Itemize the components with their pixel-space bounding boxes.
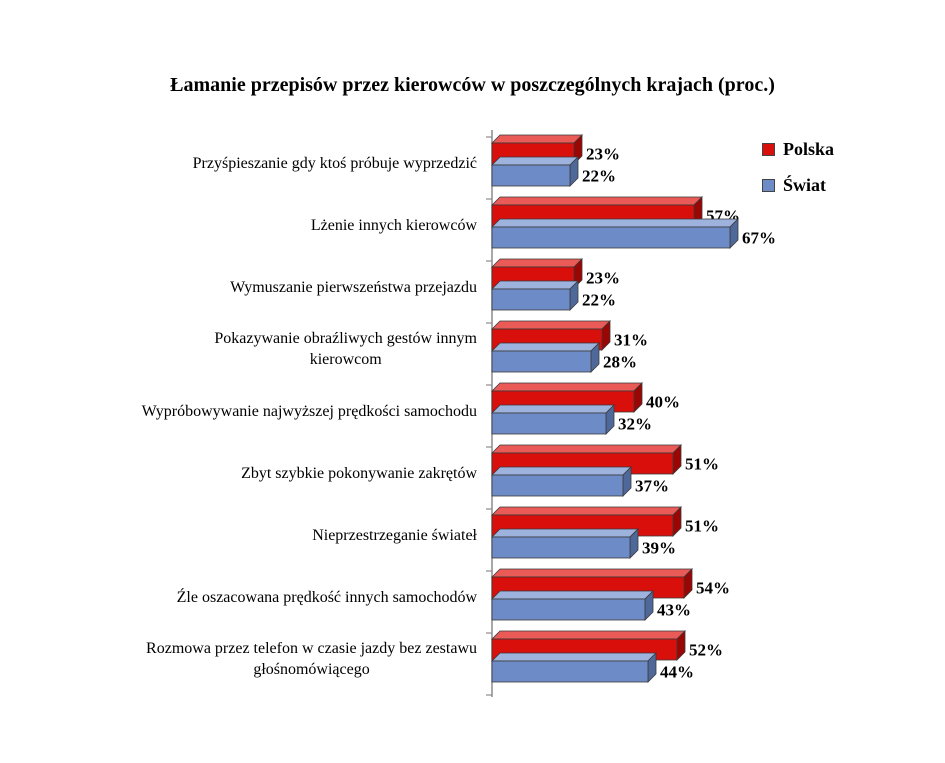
value-label: 40% <box>646 393 680 412</box>
chart-title: Łamanie przepisów przez kierowców w posz… <box>170 74 775 96</box>
value-label: 44% <box>660 663 694 682</box>
value-label: 39% <box>642 539 676 558</box>
category-label: Zbyt szybkie pokonywanie zakrętów <box>241 464 477 482</box>
bar-front-face <box>491 474 624 497</box>
legend-item-swiat: Świat <box>762 175 834 196</box>
value-label: 67% <box>742 229 776 248</box>
bar-front-face <box>491 412 607 435</box>
legend-item-polska: Polska <box>762 139 834 160</box>
value-label: 52% <box>689 641 723 660</box>
value-label: 22% <box>582 167 616 186</box>
bar-top-face <box>491 342 600 352</box>
category-label: Przyśpieszanie gdy ktoś próbuje wyprzedz… <box>192 154 477 172</box>
legend-swatch-swiat-icon <box>762 179 775 192</box>
bar-swiat-4: 28% <box>491 342 637 373</box>
bar-swiat-9: 44% <box>491 652 694 683</box>
legend-label-swiat: Świat <box>783 175 827 195</box>
bar-top-face <box>491 134 583 144</box>
value-label: 31% <box>614 331 648 350</box>
bar-top-face <box>491 280 579 290</box>
bar-front-face <box>491 288 571 311</box>
legend-swatch-polska-icon <box>762 143 775 156</box>
bar-front-face <box>491 164 571 187</box>
category-label: Pokazywanie obraźliwych gestów innym kier… <box>214 330 477 368</box>
bar-swiat-3: 22% <box>491 280 616 311</box>
legend: Polska Świat <box>762 139 834 211</box>
bar-swiat-6: 37% <box>491 466 669 497</box>
bar-top-face <box>491 506 682 516</box>
value-label: 23% <box>586 145 620 164</box>
bar-top-face <box>491 218 739 228</box>
category-label: Wymuszanie pierwszeństwa przejazdu <box>230 278 477 296</box>
value-label: 54% <box>696 579 730 598</box>
bar-top-face <box>491 404 615 414</box>
bar-top-face <box>491 258 583 268</box>
bar-top-face <box>491 196 703 206</box>
bar-front-face <box>491 350 592 373</box>
bar-front-face <box>491 536 631 559</box>
bar-top-face <box>491 590 654 600</box>
bar-swiat-1: 22% <box>491 156 616 187</box>
bar-polska-1: 23% <box>491 134 620 165</box>
bar-swiat-7: 39% <box>491 528 676 559</box>
value-label: 28% <box>603 353 637 372</box>
bar-top-face <box>491 630 686 640</box>
category-label: Rozmowa przez telefon w czasie jazdy bez… <box>146 640 477 678</box>
category-label: Wypróbowywanie najwyższej prędkości samo… <box>141 402 477 420</box>
category-label: Nieprzestrzeganie świateł <box>312 526 477 544</box>
bar-chart-plot: 23%22%57%67%23%22%31%28%40%32%51%37%51%3… <box>486 130 776 697</box>
category-label: Źle oszacowana prędkość innych samochodó… <box>176 588 477 606</box>
bar-top-face <box>491 444 682 454</box>
value-label: 37% <box>635 477 669 496</box>
bar-front-face <box>491 598 646 621</box>
value-label: 23% <box>586 269 620 288</box>
bar-top-face <box>491 382 643 392</box>
bar-top-face <box>491 652 657 662</box>
value-label: 51% <box>685 455 719 474</box>
legend-label-polska: Polska <box>783 139 835 159</box>
bar-swiat-5: 32% <box>491 404 652 435</box>
value-label: 51% <box>685 517 719 536</box>
bar-swiat-2: 67% <box>491 218 776 249</box>
bar-swiat-8: 43% <box>491 590 691 621</box>
bar-front-face <box>491 660 649 683</box>
bar-top-face <box>491 466 632 476</box>
category-label: Lżenie innych kierowców <box>310 216 477 234</box>
value-label: 32% <box>618 415 652 434</box>
bar-top-face <box>491 528 639 538</box>
bar-front-face <box>491 226 731 249</box>
bar-top-face <box>491 156 579 166</box>
bar-top-face <box>491 320 611 330</box>
bar-top-face <box>491 568 693 578</box>
value-label: 43% <box>657 601 691 620</box>
value-label: 22% <box>582 291 616 310</box>
